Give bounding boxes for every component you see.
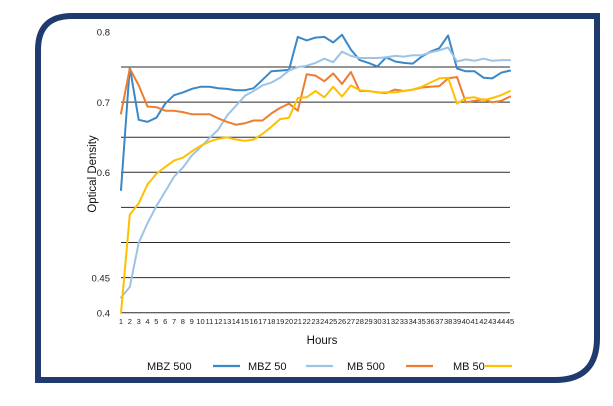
x-tick-label: 31 xyxy=(382,317,390,326)
x-tick-label: 45 xyxy=(506,317,514,326)
x-tick-label: 7 xyxy=(172,317,176,326)
series-line xyxy=(120,46,511,299)
x-tick-label: 15 xyxy=(241,317,249,326)
x-tick-label: 9 xyxy=(190,317,194,326)
y-axis-title: Optical Density xyxy=(87,135,99,213)
x-tick-label: 19 xyxy=(276,317,284,326)
x-tick-label: 5 xyxy=(154,317,158,326)
legend-label: MBZ 50 xyxy=(248,361,287,373)
y-tick-label: 0.4 xyxy=(97,309,110,320)
x-tick-label: 44 xyxy=(497,317,505,326)
x-tick-label: 33 xyxy=(400,317,408,326)
x-tick-label: 20 xyxy=(285,317,293,326)
x-tick-label: 1 xyxy=(119,317,123,326)
x-tick-label: 40 xyxy=(462,317,470,326)
x-tick-label: 36 xyxy=(426,317,434,326)
x-tick-label: 13 xyxy=(223,317,231,326)
x-tick-label: 12 xyxy=(214,317,222,326)
legend-label: MB 500 xyxy=(347,361,385,373)
x-tick-label: 34 xyxy=(409,317,417,326)
x-tick-label: 37 xyxy=(435,317,443,326)
x-tick-label: 14 xyxy=(232,317,240,326)
series-line xyxy=(120,33,511,192)
x-tick-label: 42 xyxy=(479,317,487,326)
x-tick-label: 23 xyxy=(311,317,319,326)
x-tick-label: 43 xyxy=(488,317,496,326)
x-tick-label: 6 xyxy=(163,317,167,326)
y-tick-label: 0.8 xyxy=(97,28,110,39)
legend: MBZ 500 MBZ 50 MB 500 MB 50 xyxy=(147,361,512,373)
series-line xyxy=(120,76,511,314)
x-tick-label: 8 xyxy=(181,317,185,326)
x-tick-label: 38 xyxy=(444,317,452,326)
x-tick-label: 41 xyxy=(470,317,478,326)
legend-label: MB 50 xyxy=(453,361,485,373)
y-tick-label: 0.6 xyxy=(97,168,110,179)
x-tick-label: 18 xyxy=(267,317,275,326)
y-axis-ticks: 0.4 0.45 0.6 0.7 0.8 xyxy=(92,28,111,320)
x-axis-title: Hours xyxy=(307,335,338,347)
x-tick-label: 25 xyxy=(329,317,337,326)
x-tick-label: 27 xyxy=(347,317,355,326)
gridlines xyxy=(121,66,510,314)
x-tick-label: 2 xyxy=(128,317,132,326)
x-tick-label: 39 xyxy=(453,317,461,326)
x-tick-label: 32 xyxy=(391,317,399,326)
x-tick-label: 21 xyxy=(294,317,302,326)
x-tick-label: 29 xyxy=(364,317,372,326)
y-tick-label: 0.45 xyxy=(92,273,111,284)
x-tick-label: 28 xyxy=(356,317,364,326)
x-tick-label: 24 xyxy=(320,317,328,326)
y-tick-label: 0.7 xyxy=(97,98,110,109)
x-tick-label: 26 xyxy=(338,317,346,326)
x-tick-label: 17 xyxy=(258,317,266,326)
series-lines xyxy=(120,33,511,314)
x-tick-label: 16 xyxy=(249,317,257,326)
legend-label: MBZ 500 xyxy=(147,361,192,373)
x-tick-label: 4 xyxy=(145,317,149,326)
x-axis-ticks: 1 2 3 4 5 6 7 8 9 10 11 12 13 14 15 16 17 18 19 20 21 22 23 24 2… xyxy=(119,317,514,326)
x-tick-label: 22 xyxy=(302,317,310,326)
x-tick-label: 35 xyxy=(417,317,425,326)
x-tick-label: 3 xyxy=(137,317,141,326)
x-tick-label: 10 xyxy=(196,317,204,326)
frame-border xyxy=(35,13,600,383)
x-tick-label: 11 xyxy=(206,317,214,326)
series-line xyxy=(120,67,511,126)
x-tick-label: 30 xyxy=(373,317,381,326)
